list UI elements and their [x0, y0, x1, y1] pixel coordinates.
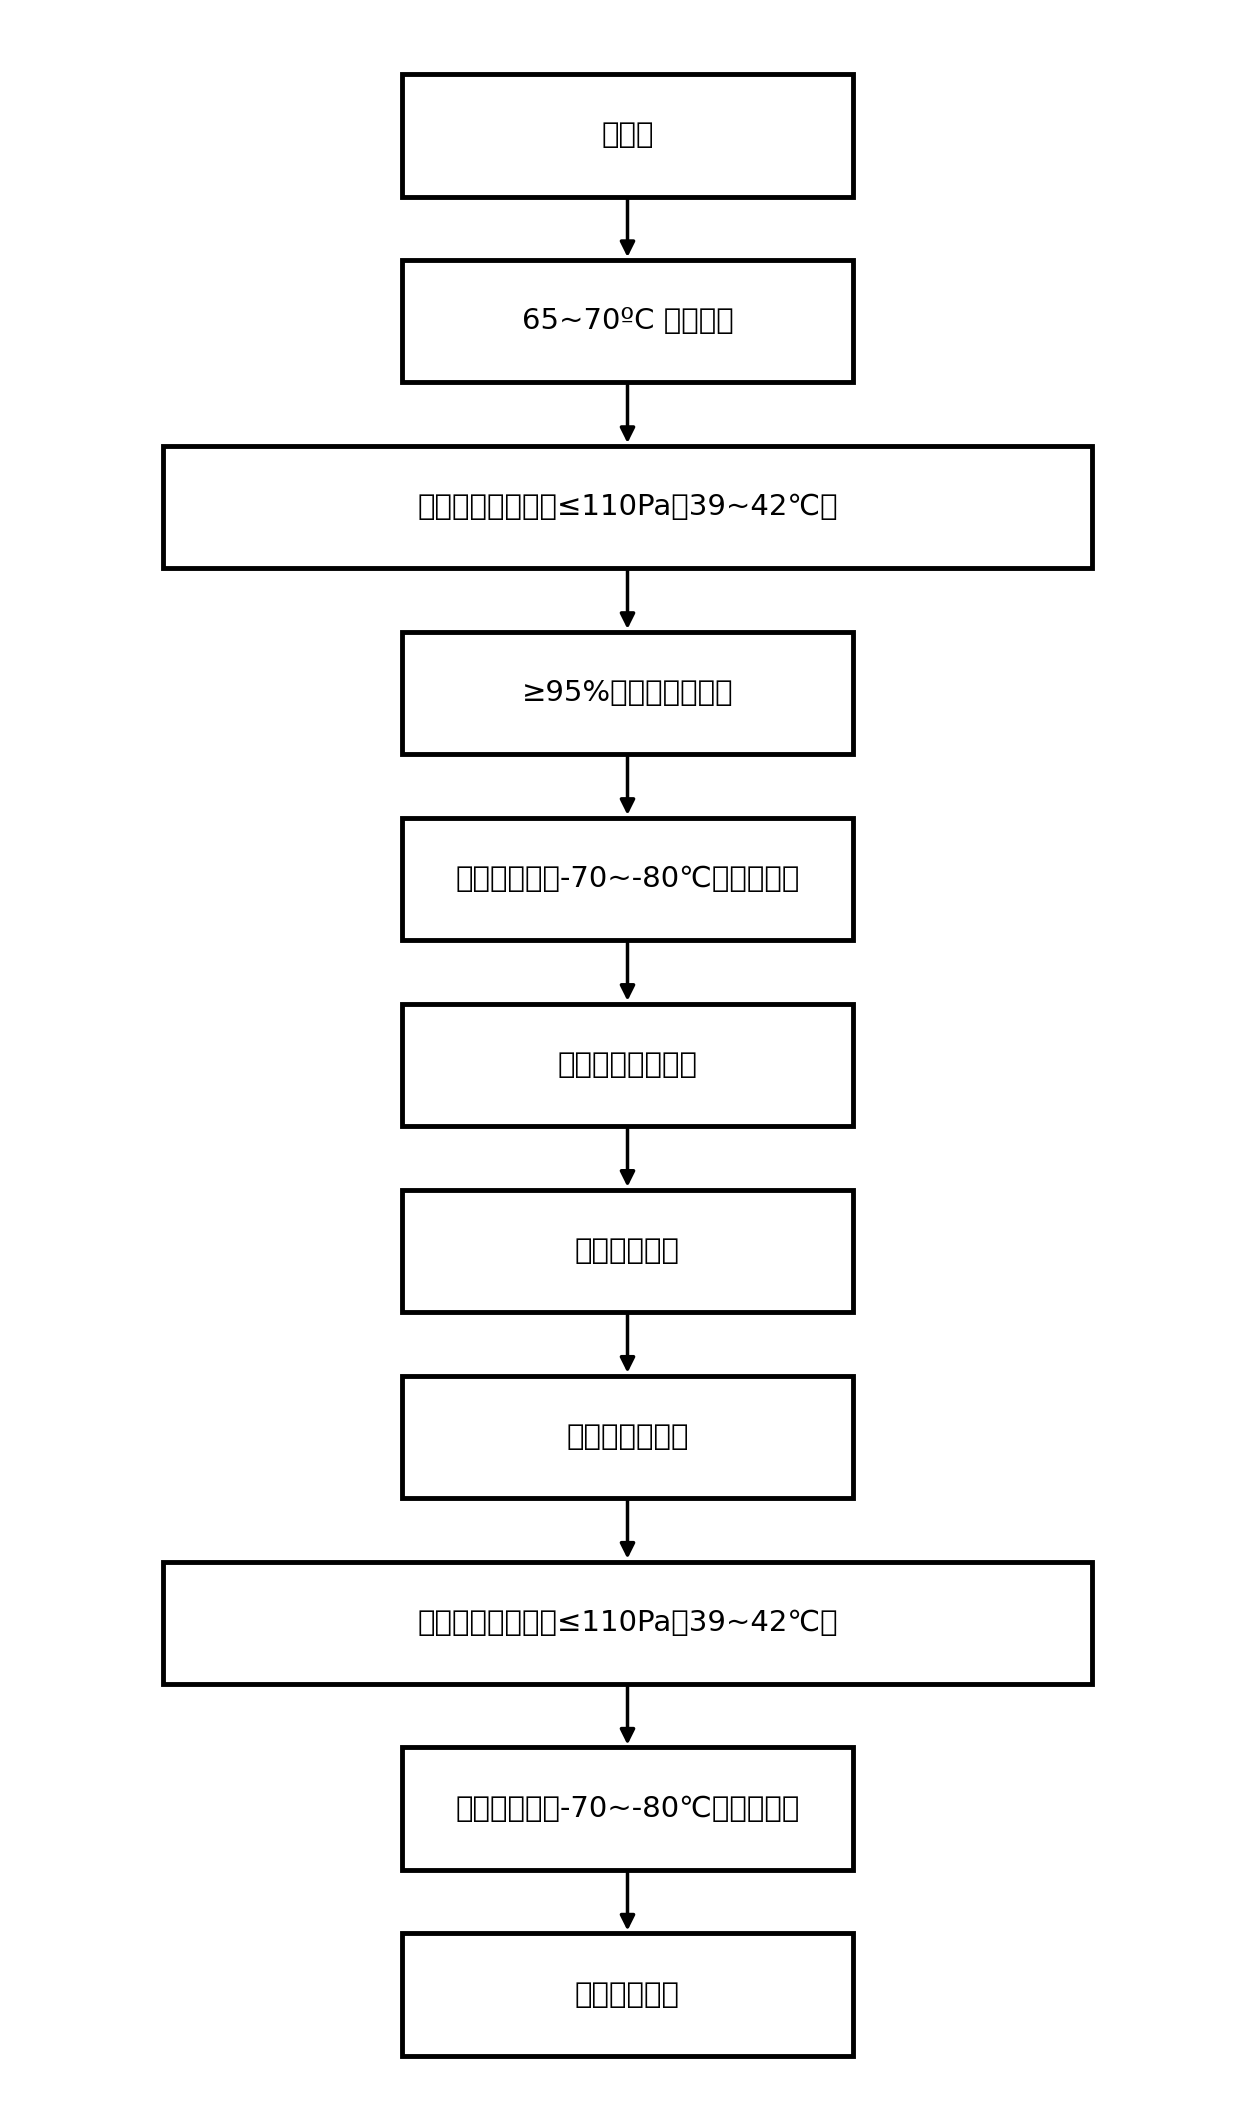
Text: 真空冷冻干燥: 真空冷冻干燥: [575, 1980, 680, 2009]
Bar: [402, 1004, 853, 1126]
Text: 分部收集、合并: 分部收集、合并: [566, 1422, 689, 1452]
Bar: [402, 1376, 853, 1498]
Text: 径向色谱方法分离: 径向色谱方法分离: [557, 1050, 698, 1080]
Text: 65~70ºC 热水浸提: 65~70ºC 热水浸提: [522, 306, 733, 336]
Text: 黑木耳: 黑木耳: [601, 120, 654, 150]
Text: 旋转蒸发仪浓缩（≤110Pa，39~42℃）: 旋转蒸发仪浓缩（≤110Pa，39~42℃）: [417, 1608, 838, 1638]
Bar: [402, 74, 853, 197]
Text: 薄层层析检测: 薄层层析检测: [575, 1236, 680, 1266]
Text: 超低温冰筱（-70~-80℃）迅速冷冻: 超低温冰筱（-70~-80℃）迅速冷冻: [456, 864, 799, 894]
Bar: [402, 260, 853, 382]
Bar: [402, 818, 853, 940]
Bar: [402, 1747, 853, 1870]
Text: 旋转蒸发仪浓缩（≤110Pa，39~42℃）: 旋转蒸发仪浓缩（≤110Pa，39~42℃）: [417, 492, 838, 522]
Bar: [402, 1933, 853, 2056]
Bar: [402, 632, 853, 754]
Bar: [163, 446, 1092, 568]
Text: ≥95%乙醇醇沉、清洗: ≥95%乙醇醇沉、清洗: [522, 678, 733, 708]
Bar: [163, 1562, 1092, 1684]
Bar: [402, 1190, 853, 1312]
Text: 超低温冰筱（-70~-80℃）迅速冷冻: 超低温冰筱（-70~-80℃）迅速冷冻: [456, 1794, 799, 1824]
